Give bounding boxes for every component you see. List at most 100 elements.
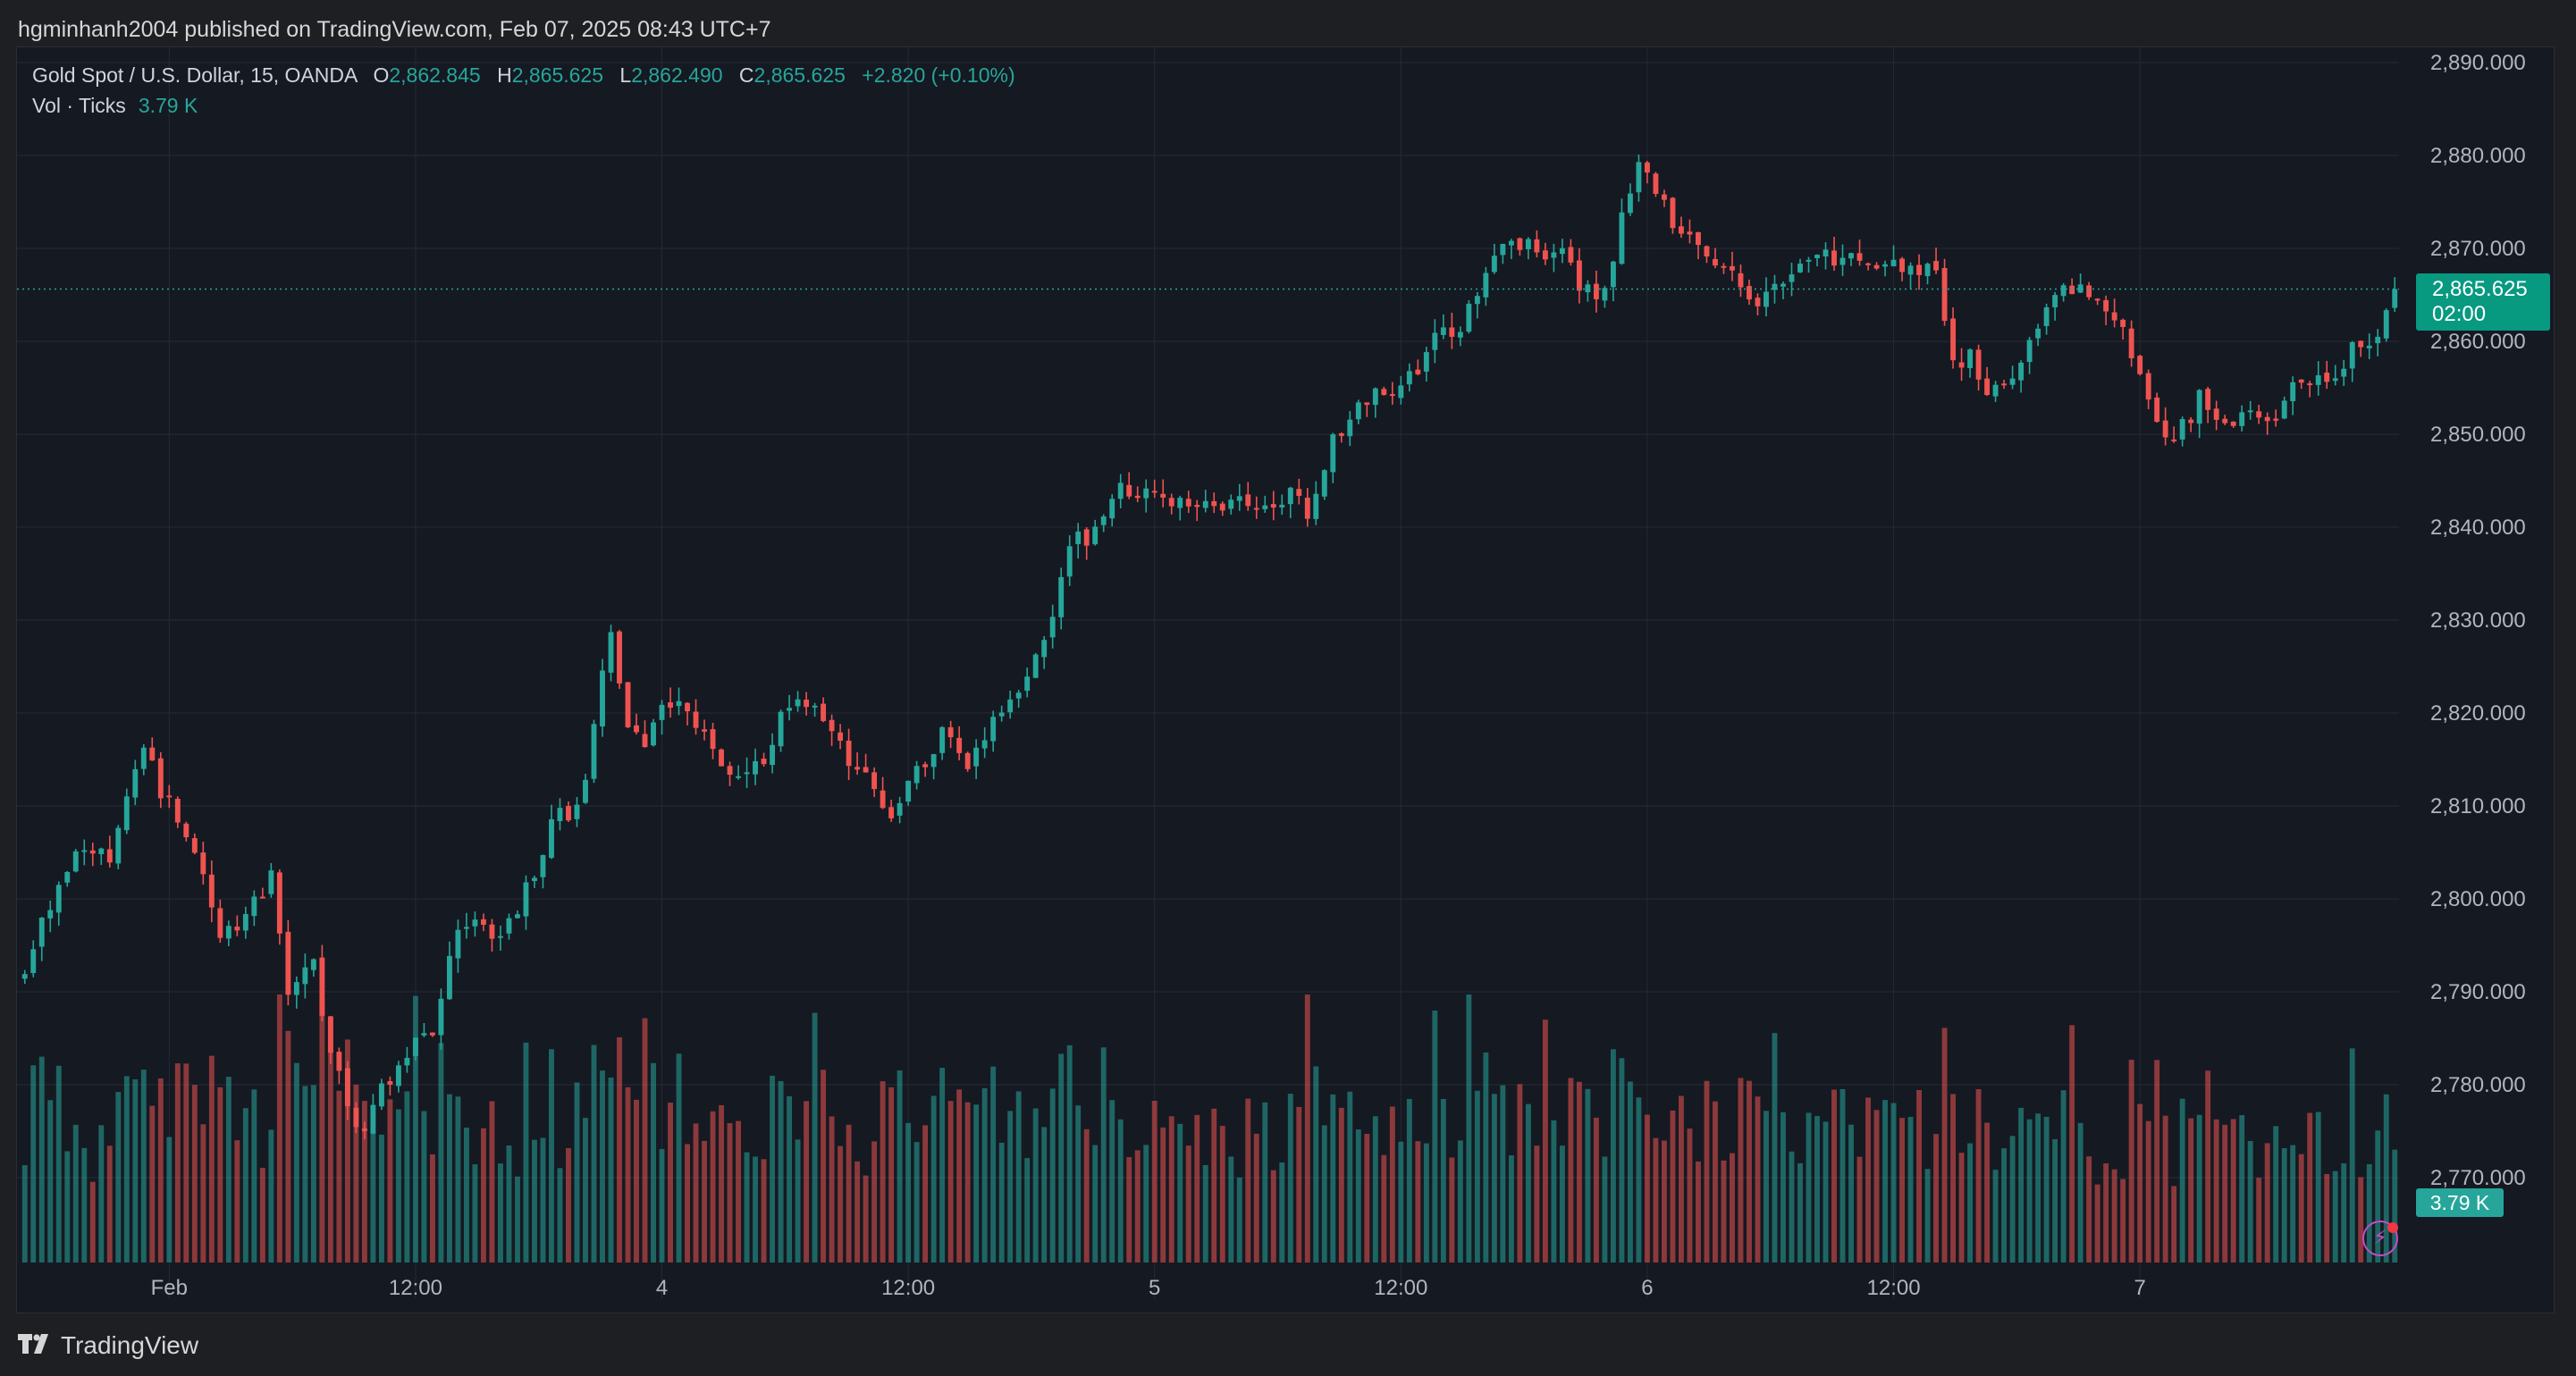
volume-bar [1245, 1098, 1251, 1263]
volume-bar [21, 1165, 28, 1263]
volume-bar [2094, 1184, 2100, 1263]
candle-body [1398, 385, 1404, 399]
volume-bar [208, 1055, 215, 1263]
candle-body [1882, 264, 1888, 267]
volume-bar [370, 1131, 376, 1263]
volume-bar [1687, 1128, 1693, 1263]
price-tick-label: 2,840.000 [2430, 516, 2526, 540]
candle-body [1661, 194, 1667, 200]
price-axis[interactable]: 2,890.000 2,880.000 2,870.000 2,860.000 2,85… [2430, 51, 2526, 1190]
candle-body [617, 631, 622, 684]
candle-body [259, 896, 265, 899]
candle-body [1015, 692, 1022, 699]
volume-bar [2145, 1120, 2151, 1263]
volume-bar [736, 1120, 741, 1263]
candle-body [998, 712, 1005, 717]
candle-body [72, 851, 79, 872]
candle-body [1423, 352, 1429, 372]
volume-bar [2324, 1173, 2330, 1263]
price-tick-label: 2,830.000 [2430, 608, 2526, 633]
price-tick-label: 2,860.000 [2430, 330, 2526, 354]
candle-body [438, 998, 444, 1036]
volume-bar [1491, 1094, 1497, 1263]
candle-body [1856, 253, 1863, 261]
candle-body [1364, 402, 1370, 406]
candle-body [191, 838, 198, 853]
volume-bar [166, 1137, 173, 1263]
candle-body [583, 779, 588, 803]
volume-bar [846, 1124, 852, 1263]
candle-body [276, 872, 282, 934]
candle-body [1211, 500, 1217, 507]
volume-bar [1916, 1089, 1922, 1263]
candle-body [710, 729, 716, 750]
volume-bar [693, 1123, 699, 1263]
candle-body [1024, 676, 1031, 692]
last-price-tag: 2,865.625 02:00 [2416, 273, 2550, 331]
time-tick-label: 12:00 [1374, 1276, 1427, 1300]
candle-body [829, 719, 835, 732]
candle-body [2001, 383, 2008, 386]
volume-bar [1032, 1108, 1039, 1263]
volume-bar [939, 1068, 946, 1263]
candle-body [2128, 328, 2134, 358]
candle-body [854, 767, 861, 770]
candle-body [1177, 498, 1183, 508]
volume-tag: 3.79 K [2416, 1188, 2504, 1217]
close-value: 2,865.625 [753, 63, 846, 87]
volume-bar [1253, 1133, 1259, 1263]
candle-body [217, 908, 223, 938]
candle-body [1890, 259, 1897, 267]
volume-bar [89, 1181, 96, 1263]
candle-body [293, 982, 299, 995]
volume-bar [1483, 1052, 1489, 1263]
candle-body [1848, 253, 1854, 259]
volume-bar [2392, 1149, 2398, 1263]
volume-bar [854, 1161, 861, 1263]
volume-bar [2332, 1170, 2338, 1263]
volume-bar [1933, 1134, 1940, 1263]
footer-brand[interactable]: TradingView [18, 1330, 198, 1362]
candle-body [651, 722, 656, 746]
candle-body [2281, 400, 2287, 419]
candle-body [1525, 239, 1531, 249]
volume-bar [1704, 1080, 1710, 1263]
lightning-bolt-icon[interactable]: ⚡ [2362, 1221, 2398, 1256]
candle-body [480, 919, 486, 925]
volume-bar [1440, 1098, 1446, 1263]
volume-bar [200, 1124, 206, 1263]
volume-bar [1593, 1117, 1599, 1263]
candlestick-chart[interactable]: 2,890.000 2,880.000 2,870.000 2,860.000 2,85… [17, 47, 2555, 1313]
volume-bar [2077, 1122, 2084, 1263]
candle-body [498, 936, 503, 938]
volume-bar [1219, 1126, 1225, 1263]
candle-body [2307, 383, 2313, 386]
volume-bar [1381, 1154, 1387, 1263]
volume-bar [1041, 1127, 1048, 1263]
candle-body [1440, 327, 1446, 335]
volume-bar [744, 1152, 750, 1263]
volume-bar [532, 1139, 537, 1263]
volume-label[interactable]: Vol · Ticks [32, 94, 126, 117]
volume-bar [1950, 1094, 1957, 1263]
candle-body [2137, 356, 2143, 374]
candle-body [149, 747, 156, 761]
symbol-title[interactable]: Gold Spot / U.S. Dollar, 15, OANDA [32, 63, 358, 87]
price-tick-label: 2,780.000 [2430, 1073, 2526, 1097]
volume-bar [506, 1145, 512, 1263]
candle-body [1347, 419, 1353, 437]
time-axis[interactable]: Feb 12:00 4 12:00 5 12:00 6 12:00 7 [151, 1276, 2146, 1300]
volume-bar [863, 1175, 869, 1263]
volume-bar [812, 1012, 818, 1263]
volume-bar [668, 1103, 673, 1263]
chart-panel[interactable]: 2,890.000 2,880.000 2,870.000 2,860.000 2,85… [16, 46, 2555, 1313]
time-tick-label: 12:00 [881, 1276, 935, 1300]
candle-body [804, 700, 810, 708]
candle-body [1670, 197, 1676, 229]
candle-body [770, 744, 776, 766]
volume-bar [1873, 1110, 1880, 1263]
volume-bar [1270, 1170, 1276, 1263]
volume-bar [2154, 1060, 2160, 1263]
volume-bar [38, 1056, 45, 1263]
volume-bar [1228, 1156, 1234, 1263]
